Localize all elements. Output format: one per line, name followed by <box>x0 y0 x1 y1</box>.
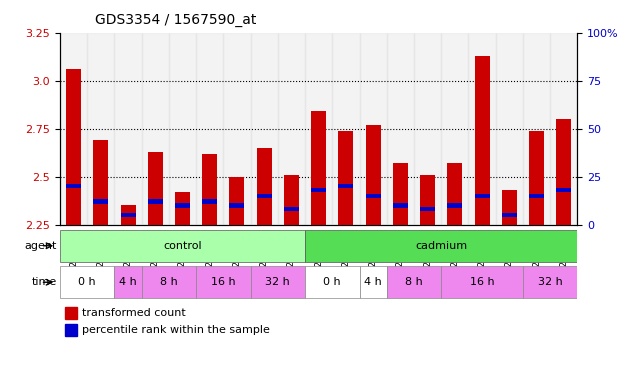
Text: 32 h: 32 h <box>538 277 562 287</box>
Bar <box>475 56 490 225</box>
Text: 4 h: 4 h <box>364 277 382 287</box>
Bar <box>441 33 468 225</box>
Text: agent: agent <box>25 241 57 251</box>
Bar <box>284 207 299 212</box>
Bar <box>523 33 550 225</box>
Bar <box>420 207 435 212</box>
Bar <box>148 152 163 225</box>
Bar <box>60 266 114 298</box>
Bar <box>141 33 169 225</box>
Text: 8 h: 8 h <box>160 277 178 287</box>
Bar <box>196 33 223 225</box>
Bar <box>257 194 272 198</box>
Bar <box>93 140 109 225</box>
Text: 32 h: 32 h <box>266 277 290 287</box>
Bar <box>338 131 353 225</box>
Bar <box>60 230 305 262</box>
Text: GDS3354 / 1567590_at: GDS3354 / 1567590_at <box>95 13 256 27</box>
Bar <box>65 324 76 336</box>
Bar <box>414 33 441 225</box>
Bar <box>66 69 81 225</box>
Bar <box>468 33 496 225</box>
Bar <box>441 266 523 298</box>
Bar <box>284 175 299 225</box>
Bar <box>529 194 544 198</box>
Text: 16 h: 16 h <box>469 277 494 287</box>
Bar <box>447 204 463 208</box>
Bar <box>87 33 114 225</box>
Bar <box>529 131 544 225</box>
Bar <box>305 266 360 298</box>
Bar <box>502 213 517 217</box>
Bar <box>278 33 305 225</box>
Bar <box>360 33 387 225</box>
Bar <box>475 194 490 198</box>
Bar <box>387 33 414 225</box>
Bar <box>93 200 109 204</box>
Bar <box>230 177 244 225</box>
Text: control: control <box>163 241 202 251</box>
Bar <box>202 200 217 204</box>
Text: transformed count: transformed count <box>81 308 186 318</box>
Bar <box>196 266 251 298</box>
Bar <box>550 33 577 225</box>
Bar <box>447 163 463 225</box>
Bar <box>311 111 326 225</box>
Bar <box>223 33 251 225</box>
Bar <box>230 204 244 208</box>
Bar <box>420 175 435 225</box>
Bar <box>365 125 380 225</box>
Bar <box>365 194 380 198</box>
Text: 4 h: 4 h <box>119 277 137 287</box>
Bar <box>66 184 81 189</box>
Bar <box>311 188 326 192</box>
Bar <box>114 266 141 298</box>
Bar <box>393 204 408 208</box>
Bar <box>175 204 190 208</box>
Bar <box>202 154 217 225</box>
Text: percentile rank within the sample: percentile rank within the sample <box>81 325 269 335</box>
Bar <box>557 119 571 225</box>
Bar <box>502 190 517 225</box>
Bar <box>65 307 76 319</box>
Bar <box>496 33 523 225</box>
Bar <box>338 184 353 189</box>
Bar <box>305 230 577 262</box>
Bar <box>141 266 196 298</box>
Bar <box>114 33 141 225</box>
Bar <box>523 266 577 298</box>
Text: 0 h: 0 h <box>78 277 96 287</box>
Bar <box>360 266 387 298</box>
Bar <box>333 33 360 225</box>
Bar <box>257 148 272 225</box>
Bar <box>148 200 163 204</box>
Bar <box>557 188 571 192</box>
Bar <box>387 266 441 298</box>
Text: cadmium: cadmium <box>415 241 468 251</box>
Text: 0 h: 0 h <box>324 277 341 287</box>
Bar <box>175 192 190 225</box>
Bar <box>169 33 196 225</box>
Text: 16 h: 16 h <box>211 277 235 287</box>
Bar <box>393 163 408 225</box>
Bar <box>60 33 87 225</box>
Bar <box>121 205 136 225</box>
Text: time: time <box>32 277 57 287</box>
Bar <box>251 266 305 298</box>
Text: 8 h: 8 h <box>405 277 423 287</box>
Bar <box>305 33 333 225</box>
Bar <box>121 213 136 217</box>
Bar <box>251 33 278 225</box>
